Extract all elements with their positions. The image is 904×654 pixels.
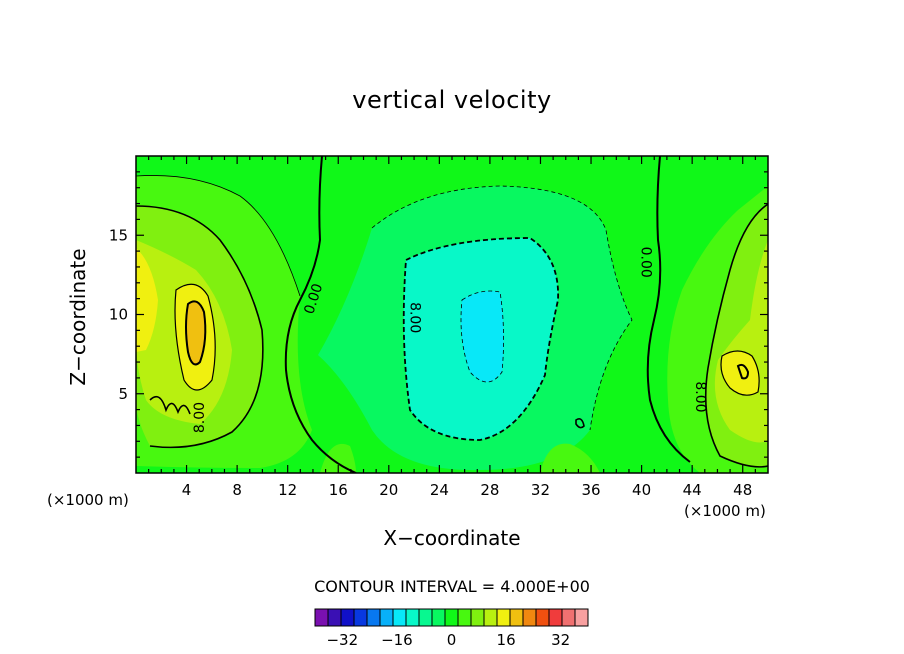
contour-interval-text: CONTOUR INTERVAL = 4.000E+00 [314, 577, 590, 596]
downdraft-contour-8 [402, 237, 559, 441]
contour-label: 0.00 [638, 247, 654, 278]
colorbar-swatch [496, 608, 511, 627]
x-tick-label: 48 [733, 481, 752, 499]
x-tick-label: 20 [379, 481, 398, 499]
colorbar-swatch [574, 608, 589, 627]
colorbar-swatch [418, 608, 433, 627]
x-tick-label: 36 [581, 481, 600, 499]
y-tick-label: 15 [109, 226, 128, 244]
downdraft-core [461, 291, 504, 382]
colorbar-swatch [509, 608, 524, 627]
small-closed-contour [575, 418, 585, 429]
x-axis-label: X−coordinate [383, 526, 521, 550]
x-tick-label: 44 [683, 481, 702, 499]
colorbar-swatch [457, 608, 472, 627]
downdraft-contour-16 [460, 290, 504, 383]
y-tick-label: 5 [118, 385, 128, 403]
right-edge-patch [761, 258, 768, 290]
x-axis-unit-left: (×1000 m) [47, 491, 129, 509]
colorbar-swatch [405, 608, 420, 627]
colorbar-tick-label: 0 [447, 631, 457, 649]
left-contour-8 [136, 205, 264, 449]
colorbar-tick-label: 16 [497, 631, 516, 649]
left-wavy-contour [149, 395, 191, 415]
left-contour-24 [185, 300, 207, 366]
velocity-field [136, 156, 768, 473]
colorbar-swatch [353, 608, 368, 627]
colorbar-swatch [314, 608, 329, 627]
colorbar-swatch [379, 608, 394, 627]
colorbar-swatch [366, 608, 381, 627]
colorbar-swatch [327, 608, 342, 627]
x-tick-label: 8 [232, 481, 242, 499]
x-tick-label: 4 [182, 481, 192, 499]
colorbar-tick-label: 32 [551, 631, 570, 649]
right-contour-16 [720, 350, 760, 396]
right-contour-8 [704, 203, 768, 468]
colorbar-swatch [431, 608, 446, 627]
contour-label: 8.00 [692, 381, 708, 412]
x-axis-unit-right: (×1000 m) [684, 502, 766, 520]
colorbar-swatch [483, 608, 498, 627]
x-tick-label: 40 [632, 481, 651, 499]
colorbar-swatch [444, 608, 459, 627]
downdraft-contour-4 [371, 185, 633, 431]
left-contour-16 [174, 283, 216, 391]
colorbar-swatch [340, 608, 355, 627]
bottom-patch-1 [320, 443, 356, 473]
axis-ticks [136, 156, 768, 473]
x-tick-label: 12 [278, 481, 297, 499]
colorbar-swatch [522, 608, 537, 627]
colorbar-swatch [535, 608, 550, 627]
x-tick-label: 28 [480, 481, 499, 499]
left-updraft-core [186, 301, 206, 365]
x-tick-label: 32 [531, 481, 550, 499]
left-contour-4 [136, 175, 301, 297]
colorbar-tick-label: −32 [326, 631, 358, 649]
chart-title: vertical velocity [352, 86, 552, 114]
colorbar-swatch [548, 608, 563, 627]
bottom-patch-2 [540, 443, 600, 473]
colorbar-swatch [470, 608, 485, 627]
colorbar-swatch [392, 608, 407, 627]
colorbar-tick-label: −16 [381, 631, 413, 649]
y-tick-label: 10 [109, 306, 128, 324]
x-tick-label: 16 [329, 481, 348, 499]
contour-label: 8.00 [406, 302, 422, 333]
zero-contour-right [646, 156, 691, 463]
left-updraft-4a [136, 248, 158, 352]
x-tick-label: 24 [430, 481, 449, 499]
right-contour-core [736, 363, 750, 380]
contour-label: 8.00 [192, 402, 208, 433]
colorbar: −32 −16 0 16 32 [314, 608, 589, 649]
colorbar-swatch [561, 608, 576, 627]
zero-contour-left [284, 156, 357, 473]
